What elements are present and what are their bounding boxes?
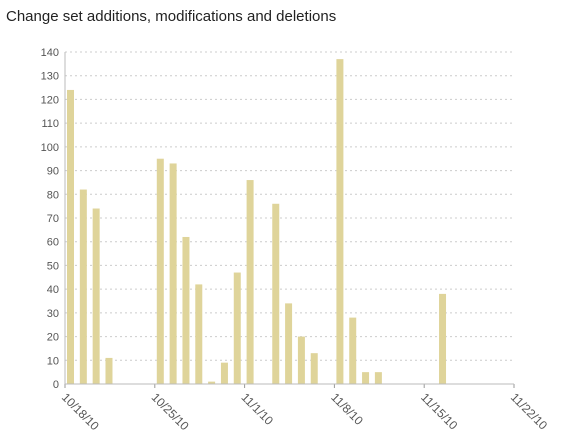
bar [195, 284, 203, 384]
bar [285, 303, 293, 384]
y-tick-label: 110 [41, 118, 59, 130]
y-tick-label: 10 [47, 355, 59, 367]
bar [67, 89, 74, 384]
bar [105, 357, 113, 384]
bar [439, 293, 447, 384]
y-tick-label: 20 [47, 332, 59, 344]
y-tick-label: 40 [47, 284, 59, 296]
x-tick-label: 11/22/10 [508, 390, 551, 433]
x-tick-label: 11/1/10 [238, 390, 276, 428]
bar [220, 362, 228, 384]
bar [79, 189, 87, 384]
y-tick-label: 120 [41, 94, 59, 106]
x-tick-label: 10/25/10 [149, 390, 192, 433]
bar [362, 372, 370, 384]
x-tick-label: 10/18/10 [59, 390, 102, 433]
y-tick-label: 50 [47, 260, 59, 272]
bar [92, 208, 100, 384]
y-tick-label: 30 [47, 308, 59, 320]
y-tick-label: 130 [41, 71, 59, 83]
bar [374, 372, 382, 384]
bar [246, 180, 254, 384]
chart-title: Change set additions, modifications and … [6, 8, 337, 25]
bar [349, 317, 357, 384]
x-tick-label: 11/15/10 [418, 390, 461, 433]
bar [336, 59, 344, 384]
bar [156, 158, 164, 384]
bar [182, 236, 190, 384]
bar [310, 353, 318, 384]
y-tick-label: 80 [47, 189, 59, 201]
bar [272, 203, 280, 384]
bar [233, 272, 241, 384]
y-tick-label: 100 [41, 142, 59, 154]
bar [297, 336, 305, 384]
y-tick-label: 0 [53, 379, 59, 391]
y-tick-label: 60 [47, 237, 59, 249]
y-tick-label: 140 [41, 47, 59, 59]
bars [67, 59, 447, 384]
x-tick-label: 11/8/10 [328, 390, 366, 428]
y-tick-labels: 0 10 20 30 40 50 60 70 80 90 100 110 120 130 140 [41, 47, 59, 391]
y-tick-label: 90 [47, 166, 59, 178]
y-tick-label: 70 [47, 213, 59, 225]
x-tick-labels: 10/18/10 10/25/10 11/1/10 11/8/10 11/15/10 11… [59, 384, 551, 433]
bar [169, 163, 177, 384]
bar [208, 381, 216, 384]
